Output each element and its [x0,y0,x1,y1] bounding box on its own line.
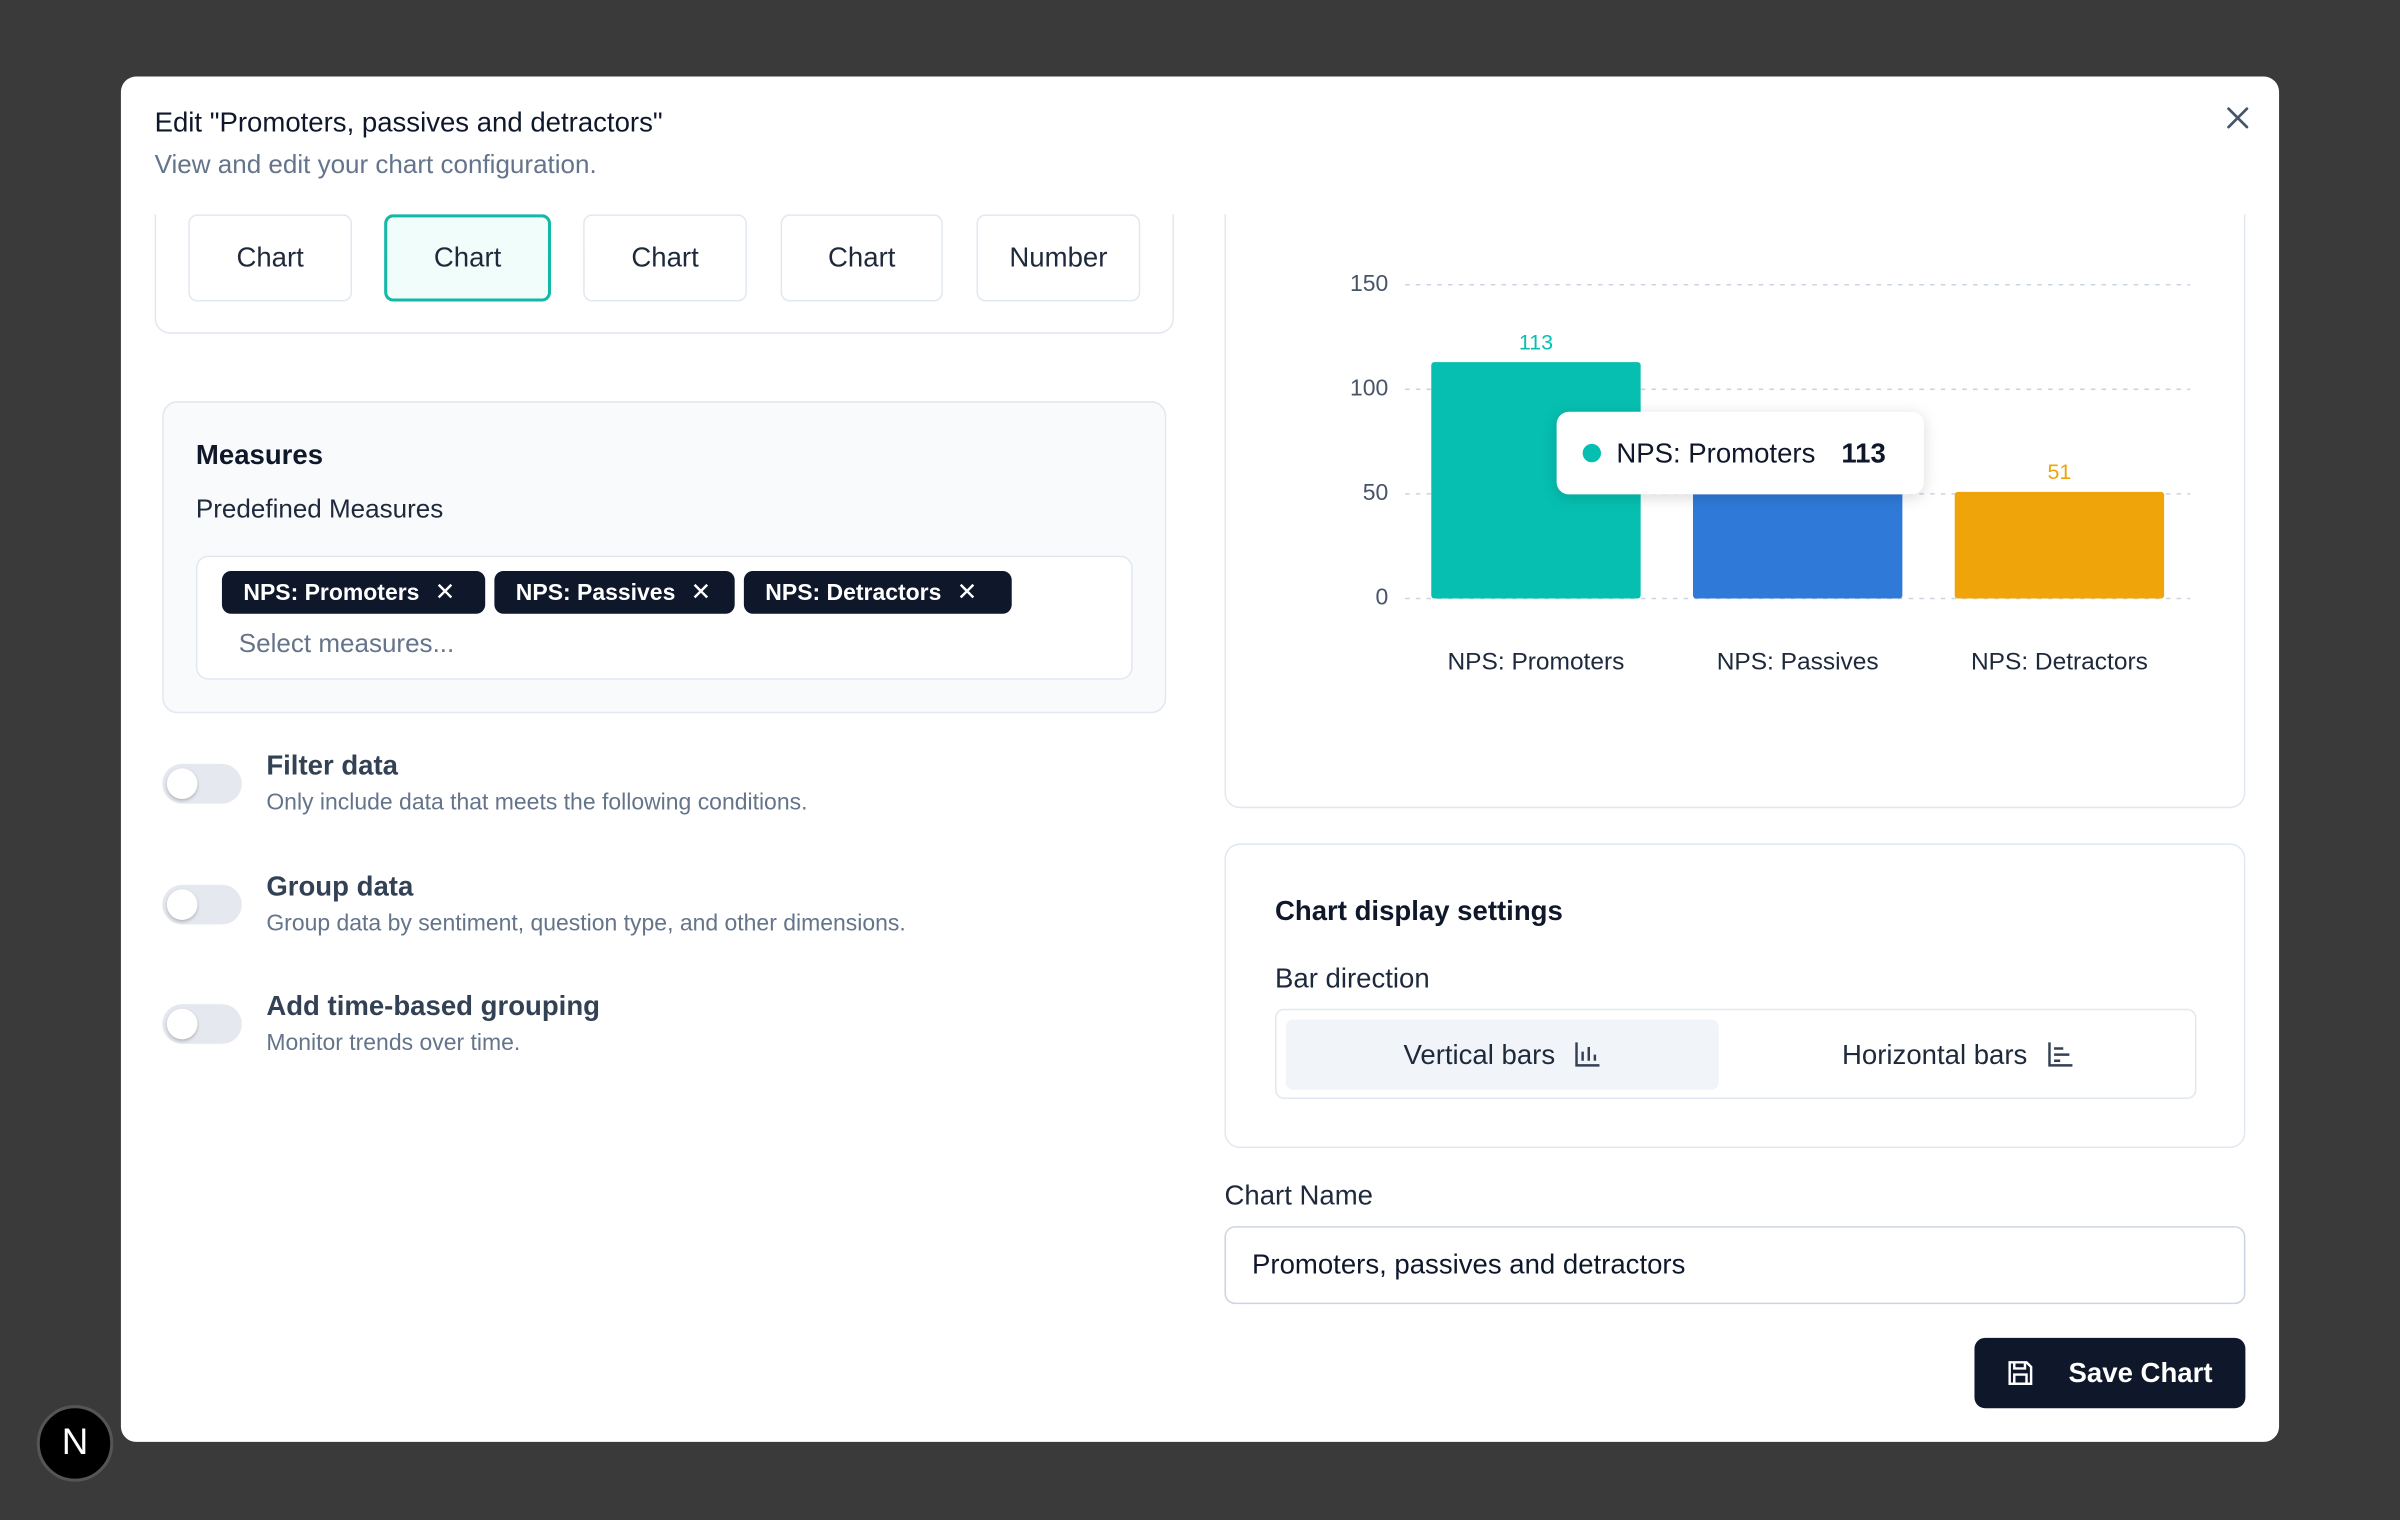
tooltip: NPS: Promoters 113 [1556,411,1924,495]
value-label: 113 [1519,330,1553,354]
measures-subheading: Predefined Measures [195,494,444,524]
tooltip-label: NPS: Promoters [1616,437,1816,468]
toggle-description: Only include data that meets the followi… [266,789,808,816]
x-tick-label: NPS: Passives [1717,648,1879,675]
dialog-subtitle: View and edit your chart configuration. [154,150,597,180]
horizontal-option[interactable]: Horizontal bars [1736,1019,2180,1089]
dialog: Edit "Promoters, passives and detractors… [120,76,2280,1442]
icon [2047,1042,2072,1067]
display-settings: Chart display settings Bar direction Ver… [1224,843,2246,1149]
chart-name-input[interactable]: Promoters, passives and detractors [1224,1226,2246,1305]
chart-type-button[interactable]: Chart [188,214,353,302]
badge-text: N [61,1422,89,1464]
content: Measures Predefined Measures Select meas… [121,214,2279,1442]
measure-chip[interactable]: NPS: Detractors ✕ [743,570,1012,614]
close-button[interactable] [2225,106,2249,130]
tooltip-dot [1582,443,1602,463]
measure-chip[interactable]: NPS: Promoters ✕ [221,570,486,614]
dev-badge[interactable]: N [36,1405,114,1482]
bar-direction-label: Bar direction [1274,962,1430,994]
save-button[interactable]: Save Chart [1974,1337,2246,1409]
chip-label: NPS: Passives [515,579,676,606]
toggle-switch[interactable] [162,1004,242,1044]
toggle-description: Monitor trends over time. [266,1030,521,1057]
chart-name-label: Chart Name [1224,1180,1373,1211]
x-tick-label: NPS: Detractors [1971,648,2148,675]
chip-remove[interactable]: ✕ [690,580,712,607]
input-value: Promoters, passives and detractors [1252,1249,1686,1280]
dialog-title: Edit "Promoters, passives and detractors… [154,107,663,138]
chip-remove[interactable]: ✕ [956,580,978,607]
settings-heading: Chart display settings [1274,895,1563,927]
y-tick-label: 150 [1350,270,1388,296]
chip-label: NPS: Detractors [765,579,942,606]
y-tick-label: 50 [1363,479,1389,505]
chart-type-button[interactable]: Chart [384,214,552,302]
toggle-label: Filter data [266,750,399,781]
icon [1575,1042,1600,1067]
chip-remove[interactable]: ✕ [434,580,456,607]
toggle-label: Add time-based grouping [266,990,600,1021]
measure-chip[interactable]: NPS: Passives ✕ [494,570,735,614]
y-tick-label: 100 [1350,374,1388,400]
select-placeholder: Select measures... [238,629,455,659]
x-tick-label: NPS: Promoters [1448,648,1625,675]
save-label: Save Chart [2068,1356,2213,1388]
tooltip-value: 113 [1841,437,1886,468]
toggle-label: Group data [266,870,414,901]
bar [1954,491,2165,599]
chart-type-button[interactable]: Chart [583,214,747,302]
toggle-switch[interactable] [162,883,242,924]
value-label: 51 [2048,460,2072,484]
chart-type-button[interactable]: Number [976,214,1141,302]
vertical-option[interactable]: Vertical bars [1285,1019,1719,1090]
save-icon [2009,1361,2034,1385]
chart-type-button[interactable]: Chart [780,214,943,302]
toggle-switch[interactable] [162,763,242,804]
toggle-description: Group data by sentiment, question type, … [266,910,906,937]
measures-heading: Measures [195,439,324,470]
option-label: Vertical bars [1403,1038,1556,1070]
bar [1692,462,1903,599]
chip-label: NPS: Promoters [243,579,420,606]
y-tick-label: 0 [1375,584,1388,610]
option-label: Horizontal bars [1842,1038,2028,1070]
segmented-control: Vertical bars Horizontal bars [1274,1008,2197,1100]
